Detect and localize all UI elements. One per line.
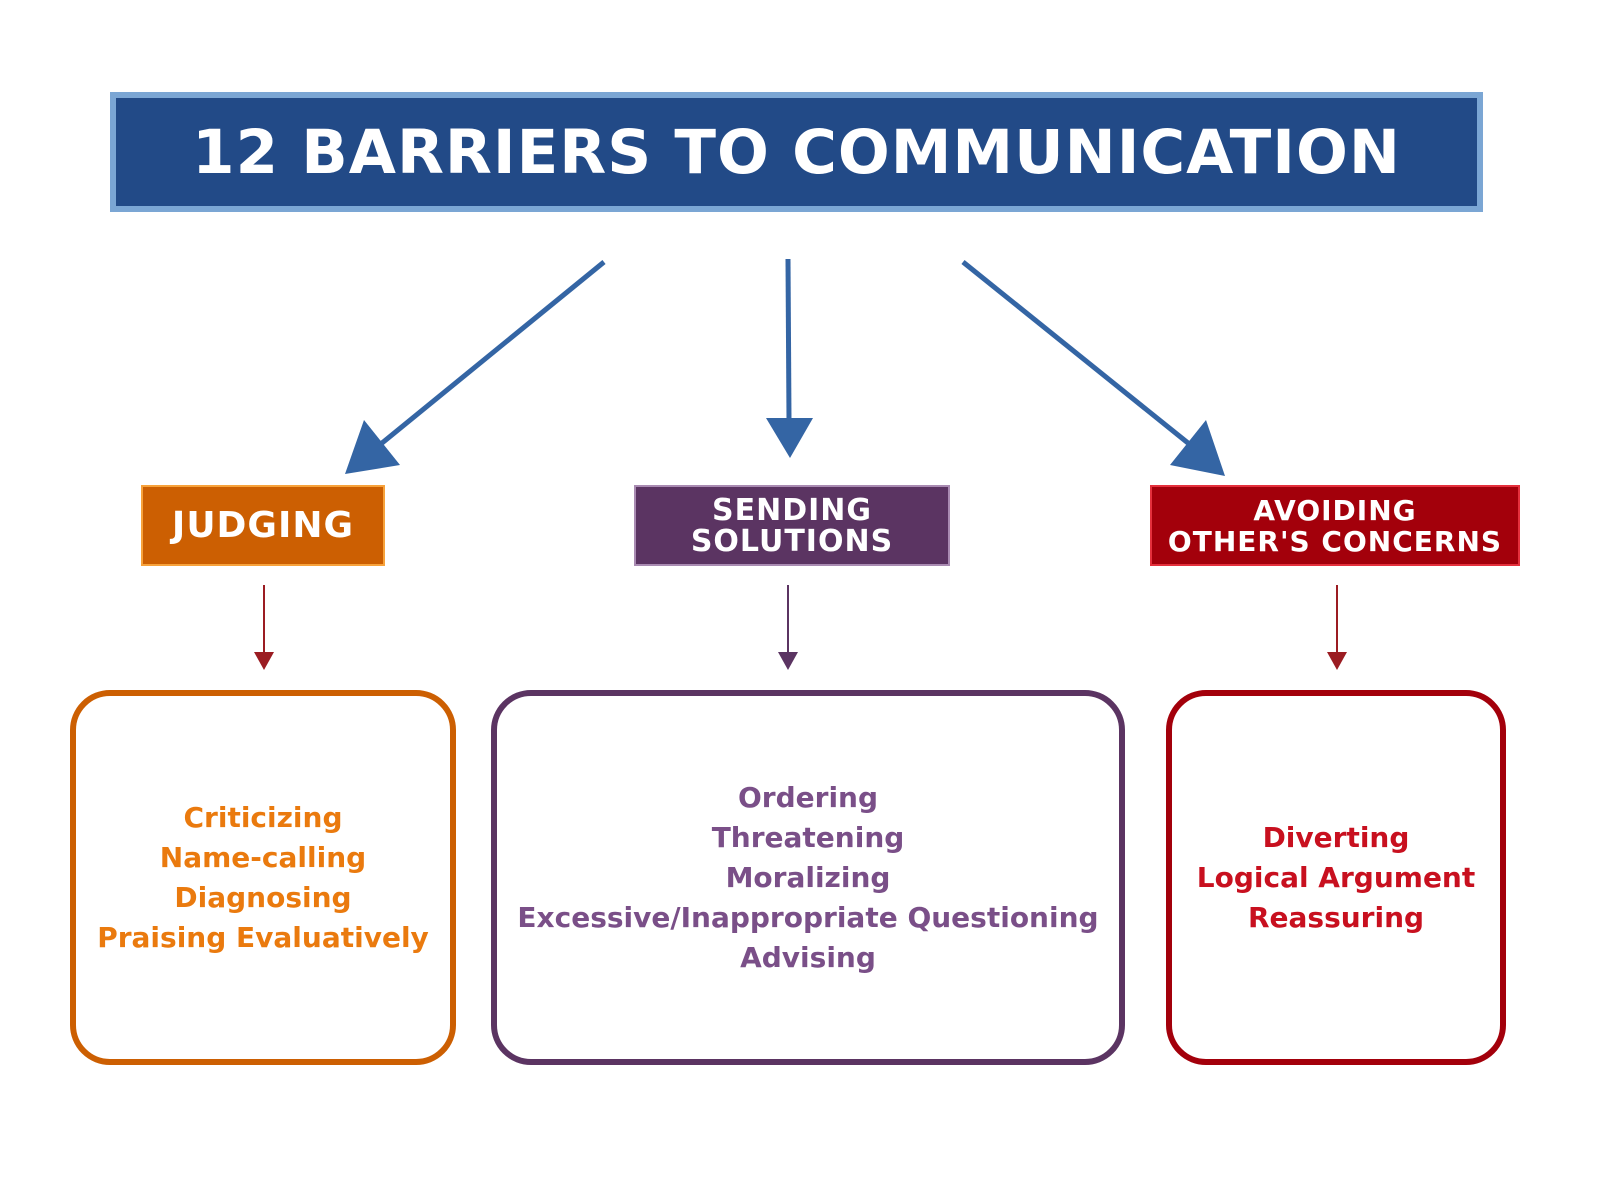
arrow-to-judging [380,260,606,445]
small-arrow-head-judging [254,652,274,670]
category-label: JUDGING [171,505,355,546]
small-arrow-head-sending [778,652,798,670]
category-label-line-2: OTHER'S CONCERNS [1167,524,1503,558]
small-arrow-head-avoiding [1327,652,1347,670]
avoiding-concerns-barriers-list: Diverting Logical Argument Reassuring [1166,690,1506,1065]
list-item: Logical Argument [1196,860,1476,894]
list-item: Diagnosing [174,880,352,914]
list-item: Moralizing [725,860,891,894]
list-item: Praising Evaluatively [97,920,429,954]
category-judging: JUDGING [141,485,385,566]
list-item: Name-calling [159,840,367,874]
main-arrows [345,258,1225,476]
title-banner: 12 BARRIERS TO COMMUNICATION [110,92,1483,212]
list-item: Ordering [737,780,879,814]
category-avoiding-concerns: AVOIDING OTHER'S CONCERNS [1150,485,1520,566]
judging-barriers-list: Criticizing Name-calling Diagnosing Prai… [70,690,456,1065]
arrow-head-avoiding [1170,420,1225,476]
list-item: Excessive/Inappropriate Questioning [517,900,1099,934]
category-label-line-1: AVOIDING [1253,493,1417,527]
sending-solutions-barriers-list: Ordering Threatening Moralizing Excessiv… [491,690,1125,1065]
arrow-head-sending [766,418,813,458]
diagram-title: 12 BARRIERS TO COMMUNICATION [192,116,1401,188]
list-item: Threatening [711,820,905,854]
category-label-line-1: SENDING [711,492,872,528]
category-sending-solutions: SENDING SOLUTIONS [634,485,950,566]
arrow-to-avoiding [961,260,1190,445]
list-item: Reassuring [1247,900,1425,934]
arrow-to-sending [785,258,792,421]
list-item: Criticizing [183,800,343,834]
small-arrows [254,585,1347,670]
category-label-line-2: SOLUTIONS [690,523,894,559]
list-item: Diverting [1262,820,1410,854]
arrow-head-judging [345,420,400,474]
list-item: Advising [740,940,876,974]
